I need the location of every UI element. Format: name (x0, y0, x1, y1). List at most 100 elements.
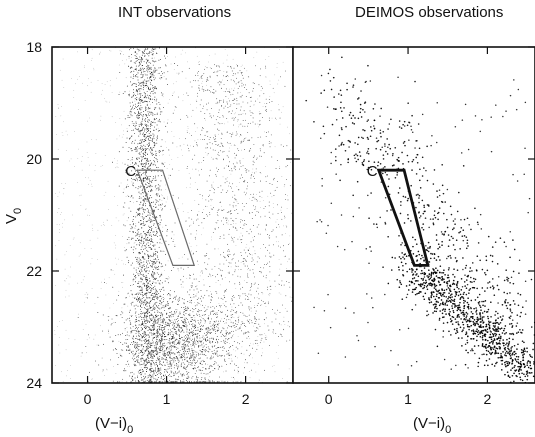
data-point (268, 237, 270, 239)
data-point (133, 185, 135, 187)
data-point (143, 269, 145, 270)
data-point (202, 195, 204, 197)
data-point (157, 280, 159, 282)
data-point (141, 262, 143, 264)
data-point (142, 336, 144, 338)
data-point (162, 250, 164, 252)
data-point (221, 122, 223, 124)
data-point (151, 276, 153, 278)
data-point (143, 273, 144, 275)
data-point (213, 338, 214, 340)
data-point (161, 329, 162, 331)
data-point (151, 190, 153, 192)
data-point (233, 167, 235, 169)
data-point (157, 306, 159, 308)
data-point (145, 323, 147, 325)
data-point (145, 302, 147, 304)
data-point (139, 130, 141, 132)
data-point (144, 314, 146, 316)
data-point (150, 220, 151, 222)
data-point (201, 212, 203, 213)
data-point (212, 91, 214, 93)
data-point (201, 377, 203, 378)
data-point (235, 209, 237, 210)
data-point (234, 198, 236, 199)
data-point (237, 82, 239, 84)
data-point (143, 221, 145, 223)
data-point (131, 142, 133, 144)
data-point (149, 321, 151, 322)
data-point (146, 52, 148, 54)
data-point (185, 322, 187, 324)
data-point (152, 351, 154, 353)
data-point (215, 338, 217, 340)
data-point (186, 131, 188, 133)
data-point (209, 366, 211, 367)
data-point (148, 255, 150, 257)
data-point (214, 327, 215, 329)
data-point (151, 289, 153, 291)
data-point (266, 132, 268, 133)
data-point (137, 143, 139, 145)
data-point (134, 377, 136, 379)
data-point (204, 118, 206, 119)
data-point (264, 47, 266, 48)
data-point (235, 326, 237, 327)
data-point (161, 327, 163, 328)
data-point (196, 145, 198, 147)
data-point (242, 322, 243, 324)
data-point (176, 381, 178, 383)
data-point (211, 297, 213, 298)
data-point (259, 233, 261, 235)
data-point (224, 358, 226, 360)
data-point (147, 347, 149, 349)
data-point (155, 175, 157, 177)
data-point (158, 261, 160, 263)
data-point (152, 255, 154, 257)
data-point (159, 343, 161, 345)
data-point (232, 196, 234, 198)
data-point (246, 316, 248, 317)
data-point (147, 138, 149, 140)
data-point (130, 302, 132, 304)
data-point (232, 381, 234, 383)
data-point (142, 213, 144, 215)
data-point (127, 349, 129, 351)
data-point (141, 157, 143, 159)
data-point (142, 283, 144, 285)
data-point (226, 131, 228, 133)
data-point (148, 65, 150, 67)
data-point (203, 325, 204, 327)
data-point (135, 281, 136, 283)
data-point (186, 331, 188, 333)
data-point (127, 164, 129, 166)
data-point (189, 313, 191, 315)
data-point (178, 338, 180, 340)
data-point (152, 371, 154, 373)
data-point (214, 326, 216, 328)
data-point (142, 333, 144, 335)
data-point (164, 358, 166, 360)
data-point (132, 262, 133, 264)
data-point (218, 80, 220, 82)
data-point (140, 249, 142, 250)
data-point (151, 298, 153, 300)
data-point (245, 333, 247, 334)
data-point (140, 94, 142, 96)
data-point (143, 258, 144, 260)
data-point (213, 353, 214, 355)
data-point (140, 324, 142, 326)
data-point (218, 297, 220, 299)
data-point (171, 381, 173, 383)
data-point (178, 352, 180, 354)
data-point (151, 179, 153, 181)
data-point (210, 311, 212, 312)
data-point (163, 163, 165, 165)
data-point (234, 152, 236, 154)
data-point (245, 119, 246, 121)
data-point (196, 304, 198, 306)
data-point (148, 186, 150, 188)
data-point (215, 144, 217, 145)
data-point (151, 80, 152, 81)
data-point (268, 329, 270, 331)
